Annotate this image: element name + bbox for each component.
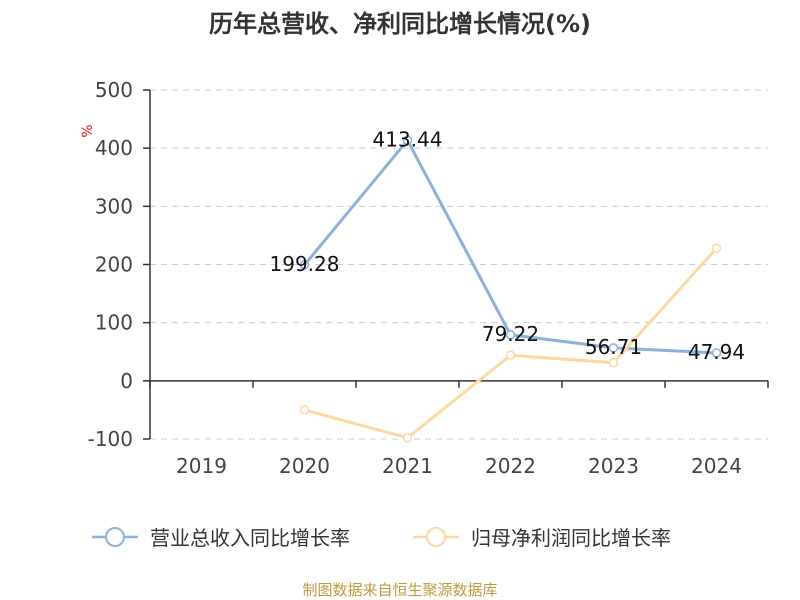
series-0 bbox=[299, 135, 722, 358]
data-labels: 199.28 413.44 79.22 56.71 47.94 bbox=[270, 127, 746, 364]
chart-title: 历年总营收、净利同比增长情况(%) bbox=[209, 10, 591, 38]
data-point bbox=[402, 433, 413, 443]
data-point bbox=[299, 260, 310, 270]
data-point bbox=[505, 330, 516, 340]
data-label: 79.22 bbox=[482, 322, 539, 346]
data-point bbox=[299, 405, 310, 415]
data-point bbox=[711, 348, 722, 358]
legend-marker bbox=[105, 527, 125, 547]
grid bbox=[150, 89, 768, 440]
data-point bbox=[608, 343, 619, 353]
y-tick-label: -100 bbox=[88, 427, 133, 451]
axes: -100 0 100 200 300 400 500 2019 2020 2021 2022 2023… bbox=[88, 78, 769, 478]
y-tick-label: 300 bbox=[95, 194, 133, 218]
series-layer bbox=[299, 135, 722, 443]
legend-marker bbox=[426, 527, 446, 547]
legend-label: 营业总收入同比增长率 bbox=[150, 526, 350, 550]
x-tick-label: 2019 bbox=[176, 454, 227, 478]
legend-item[interactable]: 营业总收入同比增长率 bbox=[92, 526, 350, 550]
y-tick-label: 400 bbox=[95, 136, 133, 160]
x-tick-label: 2024 bbox=[691, 454, 742, 478]
legend: 营业总收入同比增长率 归母净利润同比增长率 bbox=[92, 526, 671, 550]
data-label: 56.71 bbox=[585, 335, 642, 359]
data-point bbox=[402, 135, 413, 146]
legend-item[interactable]: 归母净利润同比增长率 bbox=[413, 526, 671, 550]
x-tick-label: 2022 bbox=[485, 454, 536, 478]
y-tick-label: 100 bbox=[95, 311, 133, 335]
y-tick-label: 200 bbox=[95, 253, 133, 277]
x-tick-label: 2020 bbox=[279, 454, 330, 478]
y-tick-label: 500 bbox=[95, 78, 133, 102]
x-tick-label: 2021 bbox=[382, 454, 433, 478]
data-point bbox=[711, 243, 722, 253]
data-point bbox=[505, 350, 516, 360]
series-1 bbox=[299, 243, 722, 443]
data-point bbox=[608, 358, 619, 368]
data-label: 199.28 bbox=[270, 252, 340, 276]
data-label: 413.44 bbox=[373, 127, 443, 151]
y-axis-unit: % bbox=[80, 124, 96, 137]
data-label: 47.94 bbox=[688, 340, 745, 364]
x-tick-label: 2023 bbox=[588, 454, 639, 478]
source-footer: 制图数据来自恒生聚源数据库 bbox=[302, 581, 497, 599]
y-tick-label: 0 bbox=[120, 369, 133, 393]
legend-label: 归母净利润同比增长率 bbox=[471, 526, 671, 550]
